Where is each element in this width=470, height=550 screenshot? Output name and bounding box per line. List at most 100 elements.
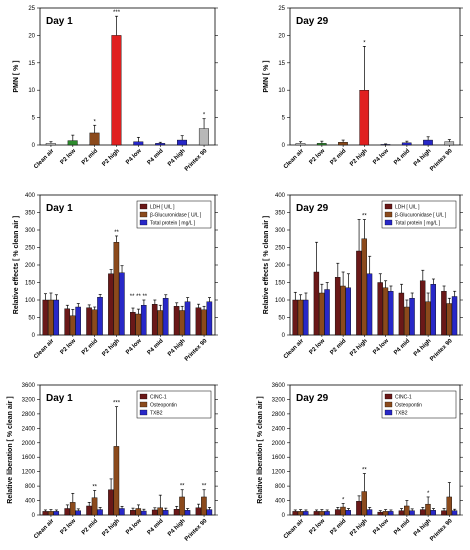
category-label: P2 high: [101, 518, 121, 538]
category-label: Clean air: [283, 518, 306, 541]
significance-marker: ***: [113, 10, 121, 16]
bar-s2-c7: [425, 301, 431, 336]
bar-s1-c5: [377, 282, 383, 336]
y-tick-label: 15: [28, 61, 35, 67]
bar-c8: [444, 141, 455, 146]
y-tick-label: 2800: [22, 412, 36, 418]
bar-s3-c7: [184, 510, 191, 516]
bar-c7: [423, 139, 433, 146]
bar-s3-c4: [119, 272, 125, 336]
y-tick-label: 350: [275, 211, 286, 217]
legend: CINC-1 Osteopontin TXB2: [381, 390, 457, 419]
bar-c7: [177, 139, 188, 146]
y-tick-label: 3200: [272, 397, 286, 403]
y-tick-label: 2800: [272, 412, 286, 418]
category-label: P2 mid: [329, 148, 347, 166]
legend: LDH [ U/L ] β-Glucuronidase [ U/L ] Total …: [381, 200, 457, 229]
legend-swatch: [384, 393, 393, 400]
y-tick-label: 150: [25, 281, 36, 287]
bar-c2: [316, 143, 327, 146]
bar-s1-c4: [356, 250, 362, 336]
y-tick-label: 2000: [22, 441, 36, 447]
bar-s3-c7: [184, 301, 191, 336]
category-label: P4 low: [125, 338, 143, 356]
category-label: P4 mid: [147, 148, 165, 166]
legend-entry: CINC-1: [395, 395, 412, 401]
category-label: P2 low: [60, 338, 78, 356]
panel-title: Day 1: [46, 16, 73, 27]
legend-swatch: [384, 401, 393, 408]
bar-s2-c2: [319, 511, 325, 516]
significance-marker: *: [203, 113, 206, 119]
y-tick-label: 25: [278, 6, 285, 12]
significance-marker: **: [180, 484, 185, 490]
significance-marker: *: [363, 40, 366, 46]
significance-marker: ** ** **: [130, 294, 148, 300]
category-label: P2 high: [349, 338, 369, 358]
legend-entry: Total protein [ mg/L ]: [150, 221, 196, 227]
bar-s1-c3: [86, 307, 92, 336]
y-tick-label: 350: [25, 211, 36, 217]
bar-s3-c4: [366, 273, 373, 336]
bar-s2-c2: [69, 502, 76, 516]
category-label: P2 mid: [81, 338, 99, 356]
y-tick-label: 800: [25, 484, 36, 490]
bar-s1-c1: [292, 299, 298, 336]
y-tick-label: 1200: [22, 470, 36, 476]
category-label: P2 low: [309, 338, 327, 356]
bar-c3: [338, 142, 348, 146]
bar-s2-c1: [297, 511, 304, 516]
category-label: Printex 90: [429, 518, 454, 543]
legend-entry: LDH [ U/L ]: [150, 205, 175, 211]
bar-s1-c4: [108, 489, 114, 516]
category-label: P4 high: [167, 338, 187, 358]
category-label: P4 low: [372, 148, 390, 166]
bar-s2-c7: [179, 496, 185, 516]
y-tick-label: 300: [275, 228, 286, 234]
bar-s3-c1: [303, 299, 309, 336]
y-tick-label: 0: [282, 333, 286, 339]
bar-s1-c2: [313, 271, 320, 336]
category-label: P4 high: [413, 148, 433, 168]
category-label: P4 high: [167, 148, 187, 168]
bar-s3-c7: [430, 510, 436, 516]
bar-s3-c6: [162, 510, 169, 516]
y-tick-label: 20: [278, 33, 285, 39]
category-label: Clean air: [33, 518, 56, 541]
y-tick-label: 15: [278, 61, 285, 67]
category-label: P2 high: [349, 148, 369, 168]
bar-s2-c2: [319, 292, 325, 336]
y-tick-label: 200: [25, 263, 36, 269]
category-label: P2 high: [101, 338, 121, 358]
category-label: P2 mid: [329, 338, 347, 356]
bar-s2-c8: [201, 496, 207, 516]
category-label: Printex 90: [184, 338, 209, 363]
bar-s3-c2: [324, 511, 330, 516]
category-label: P2 low: [60, 148, 78, 166]
y-tick-label: 1200: [272, 470, 286, 476]
category-label: P2 high: [349, 518, 369, 538]
bar-s2-c6: [404, 306, 410, 336]
bar-s1-c6: [398, 292, 405, 336]
bar-s3-c5: [388, 291, 394, 336]
legend-box: [381, 200, 457, 229]
category-label: Clean air: [33, 148, 56, 171]
category-label: P2 low: [309, 518, 327, 536]
bar-s1-c2: [313, 511, 320, 516]
y-tick-label: 0: [32, 333, 36, 339]
significance-marker: *: [94, 119, 97, 125]
bar-s3-c2: [75, 306, 81, 336]
y-tick-label: 5: [32, 116, 36, 122]
bar-s2-c6: [157, 507, 163, 516]
legend-entry: Osteopontin: [150, 403, 177, 409]
bar-s1-c1: [42, 511, 49, 516]
bar-c2: [67, 140, 78, 146]
bar-s2-c4: [361, 491, 367, 516]
legend-swatch: [384, 409, 393, 416]
bar-s2-c6: [404, 505, 410, 516]
y-tick-label: 400: [25, 193, 36, 199]
y-tick-label: 50: [28, 316, 35, 322]
y-tick-label: 10: [28, 88, 35, 94]
